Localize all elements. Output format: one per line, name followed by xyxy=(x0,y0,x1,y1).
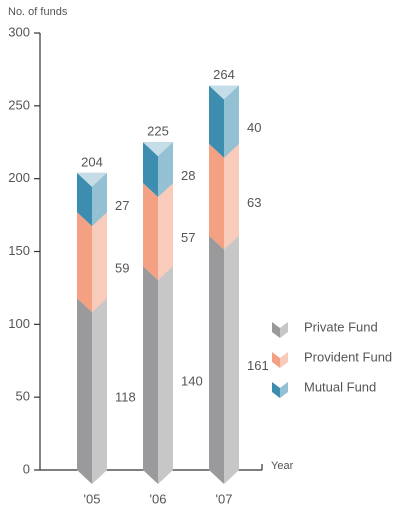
bar-left-face xyxy=(143,266,158,484)
bar-right-face xyxy=(224,143,239,250)
bar-right-face xyxy=(158,266,173,484)
value-label: 57 xyxy=(181,230,195,245)
legend-swatch-shade xyxy=(280,352,288,368)
total-label: 225 xyxy=(147,124,169,139)
y-tick-label: 50 xyxy=(16,389,30,404)
legend-swatch-shade xyxy=(280,322,288,338)
x-tick-label: '05 xyxy=(84,491,101,506)
bar-segment xyxy=(209,143,239,250)
y-tick-label: 0 xyxy=(23,461,30,476)
bar-right-face xyxy=(158,183,173,281)
bar-segment xyxy=(77,298,107,484)
x-tick-label: '06 xyxy=(150,491,167,506)
bar-cap-shade xyxy=(143,142,173,157)
legend-swatch-right xyxy=(280,382,288,398)
value-label: 59 xyxy=(115,261,129,276)
value-label: 161 xyxy=(247,358,269,373)
bar-right-shade xyxy=(158,183,173,281)
value-label: 63 xyxy=(247,195,261,210)
value-label: 40 xyxy=(247,120,261,135)
bar-segment xyxy=(77,212,107,313)
legend-label: Mutual Fund xyxy=(304,379,376,394)
y-tick-label: 200 xyxy=(8,170,30,185)
bar-segment xyxy=(209,235,239,484)
bar-right-shade xyxy=(224,143,239,250)
bar-right-face xyxy=(224,235,239,484)
bar-right-shade xyxy=(92,298,107,484)
y-tick-label: 300 xyxy=(8,24,30,39)
value-label: 118 xyxy=(115,389,136,404)
bar-cap-shade xyxy=(209,85,239,100)
bar-segment xyxy=(143,266,173,484)
x-axis-label: Year xyxy=(271,460,294,472)
bar-right-face xyxy=(224,85,239,158)
bar-segment xyxy=(77,172,107,227)
value-label: 28 xyxy=(181,168,195,183)
value-label: 140 xyxy=(181,373,203,388)
bar-left-face xyxy=(143,183,158,281)
legend-swatch-shade xyxy=(280,382,288,398)
bar-right-shade xyxy=(224,85,239,158)
legend-label: Private Fund xyxy=(304,319,378,334)
bar-right-face xyxy=(92,298,107,484)
bar-left-face xyxy=(143,142,158,198)
bar-segment xyxy=(143,142,173,198)
y-axis-label: No. of funds xyxy=(8,6,68,18)
bar-right-face xyxy=(92,172,107,227)
bar-left-face xyxy=(77,298,92,484)
bar-left-face xyxy=(209,143,224,250)
bar-right-face xyxy=(92,212,107,313)
y-tick-label: 100 xyxy=(8,316,30,331)
y-tick-label: 150 xyxy=(8,243,30,258)
legend-swatch-right xyxy=(280,322,288,338)
bar-left-face xyxy=(77,172,92,227)
total-label: 264 xyxy=(213,67,235,82)
legend-swatch-left xyxy=(272,382,280,398)
value-label: 27 xyxy=(115,198,129,213)
bar-left-face xyxy=(209,85,224,158)
bar-right-shade xyxy=(158,142,173,198)
bar-right-shade xyxy=(92,212,107,313)
legend-swatch-left xyxy=(272,352,280,368)
bar-segment xyxy=(143,183,173,281)
bar-right-face xyxy=(158,142,173,198)
bar-segment xyxy=(209,85,239,158)
bar-right-shade xyxy=(158,266,173,484)
legend-swatch-left xyxy=(272,322,280,338)
legend-label: Provident Fund xyxy=(304,349,392,364)
total-label: 204 xyxy=(81,154,103,169)
bar-left-face xyxy=(77,212,92,313)
bar-cap-shade xyxy=(77,172,107,187)
legend-swatch-right xyxy=(280,352,288,368)
bar-left-face xyxy=(209,235,224,484)
bar-right-shade xyxy=(92,172,107,227)
bar-right-shade xyxy=(224,235,239,484)
x-tick-label: '07 xyxy=(216,491,233,506)
y-tick-label: 250 xyxy=(8,97,30,112)
